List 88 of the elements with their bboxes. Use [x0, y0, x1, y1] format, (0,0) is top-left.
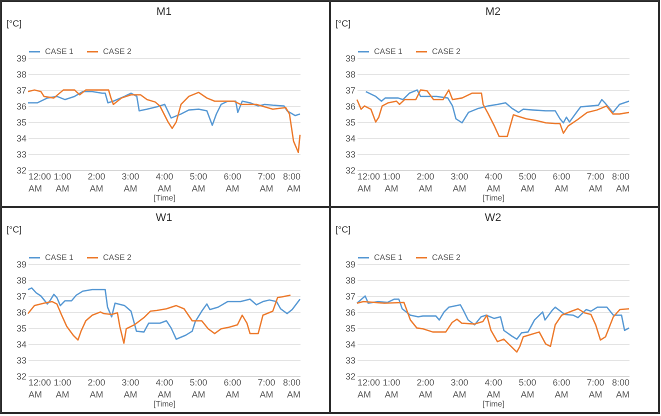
y-tick-label: 35: [345, 118, 356, 128]
x-tick-label: 1:00 AM: [382, 172, 400, 194]
x-axis-title: [Time]: [482, 400, 504, 408]
x-tick-label: 4:00 AM: [484, 378, 502, 400]
x-tick-label: 7:00 AM: [258, 378, 276, 400]
x-axis-title: [Time]: [154, 400, 176, 408]
y-tick-label: 33: [345, 150, 356, 160]
y-tick-label: 36: [345, 308, 356, 318]
y-tick-label: 34: [16, 340, 26, 350]
chart-title: M2: [485, 6, 501, 18]
y-tick-label: 38: [16, 70, 26, 80]
y-tick-label: 35: [16, 118, 26, 128]
x-tick-label: 5:00 AM: [190, 378, 208, 400]
y-tick-label: 36: [345, 102, 356, 112]
y-tick-label: 32: [345, 166, 356, 176]
legend-label: CASE 1: [45, 252, 74, 262]
x-tick-label: 7:00 AM: [258, 172, 276, 194]
x-tick-label: 12:00 AM: [358, 378, 380, 400]
x-tick-label: 12:00 AM: [28, 172, 52, 194]
y-tick-label: 39: [345, 260, 356, 270]
y-tick-label: 39: [16, 260, 26, 270]
y-axis-title: [°C]: [6, 224, 22, 234]
x-tick-label: 6:00 AM: [552, 172, 570, 194]
legend-label: CASE 2: [103, 46, 132, 56]
y-tick-label: 34: [345, 340, 356, 350]
y-tick-label: 39: [16, 54, 26, 64]
x-tick-label: 5:00 AM: [190, 172, 208, 194]
x-tick-label: 4:00 AM: [484, 172, 502, 194]
y-tick-label: 33: [345, 356, 356, 366]
x-tick-label: 6:00 AM: [224, 172, 242, 194]
x-tick-label: 1:00 AM: [54, 172, 72, 194]
y-axis-title: [°C]: [336, 18, 351, 28]
chart-title: W1: [156, 212, 172, 224]
legend-label: CASE 1: [374, 46, 404, 56]
y-tick-label: 35: [16, 324, 26, 334]
x-tick-label: 2:00 AM: [88, 378, 106, 400]
x-tick-label: 1:00 AM: [54, 378, 72, 400]
legend-label: CASE 1: [45, 46, 74, 56]
y-tick-label: 33: [16, 356, 26, 366]
x-tick-label: 2:00 AM: [416, 378, 434, 400]
x-tick-label: 1:00 AM: [382, 378, 400, 400]
legend-label: CASE 1: [374, 252, 404, 262]
x-tick-label: 3:00 AM: [450, 172, 468, 194]
x-tick-label: 3:00 AM: [122, 172, 140, 194]
y-axis-title: [°C]: [336, 224, 351, 234]
x-tick-label: 6:00 AM: [552, 378, 570, 400]
x-tick-label: 5:00 AM: [518, 378, 536, 400]
y-tick-label: 36: [16, 102, 26, 112]
x-axis-title: [Time]: [154, 194, 176, 202]
x-tick-label: 4:00 AM: [156, 172, 174, 194]
y-tick-label: 38: [345, 276, 356, 286]
x-axis-title: [Time]: [482, 194, 504, 202]
y-axis-title: [°C]: [6, 18, 22, 28]
legend-label: CASE 2: [432, 46, 462, 56]
y-tick-label: 32: [345, 372, 356, 382]
x-tick-label: 3:00 AM: [450, 378, 468, 400]
x-tick-label: 5:00 AM: [518, 172, 536, 194]
y-tick-label: 37: [16, 86, 26, 96]
y-tick-label: 37: [16, 292, 26, 302]
y-tick-label: 32: [16, 372, 26, 382]
legend-label: CASE 2: [432, 252, 462, 262]
x-tick-label: 8:00 AM: [282, 172, 300, 194]
x-tick-label: 8:00 AM: [612, 378, 630, 400]
chart-title: M1: [156, 6, 172, 18]
x-tick-label: 3:00 AM: [122, 378, 140, 400]
y-tick-label: 38: [345, 70, 356, 80]
y-tick-label: 32: [16, 166, 26, 176]
y-tick-label: 38: [16, 276, 26, 286]
legend-label: CASE 2: [103, 252, 132, 262]
x-tick-label: 7:00 AM: [586, 172, 604, 194]
x-tick-label: 8:00 AM: [612, 172, 630, 194]
y-tick-label: 33: [16, 150, 26, 160]
x-tick-label: 2:00 AM: [88, 172, 106, 194]
y-tick-label: 39: [345, 54, 356, 64]
x-tick-label: 8:00 AM: [282, 378, 300, 400]
x-tick-label: 6:00 AM: [224, 378, 242, 400]
x-tick-label: 2:00 AM: [416, 172, 434, 194]
y-tick-label: 37: [345, 292, 356, 302]
y-tick-label: 34: [16, 134, 26, 144]
y-tick-label: 35: [345, 324, 356, 334]
x-tick-label: 12:00 AM: [358, 172, 380, 194]
y-tick-label: 37: [345, 86, 356, 96]
x-tick-label: 4:00 AM: [156, 378, 174, 400]
x-tick-label: 12:00 AM: [28, 378, 52, 400]
y-tick-label: 34: [345, 134, 356, 144]
x-tick-label: 7:00 AM: [586, 378, 604, 400]
chart-title: W2: [484, 212, 502, 224]
y-tick-label: 36: [16, 308, 26, 318]
